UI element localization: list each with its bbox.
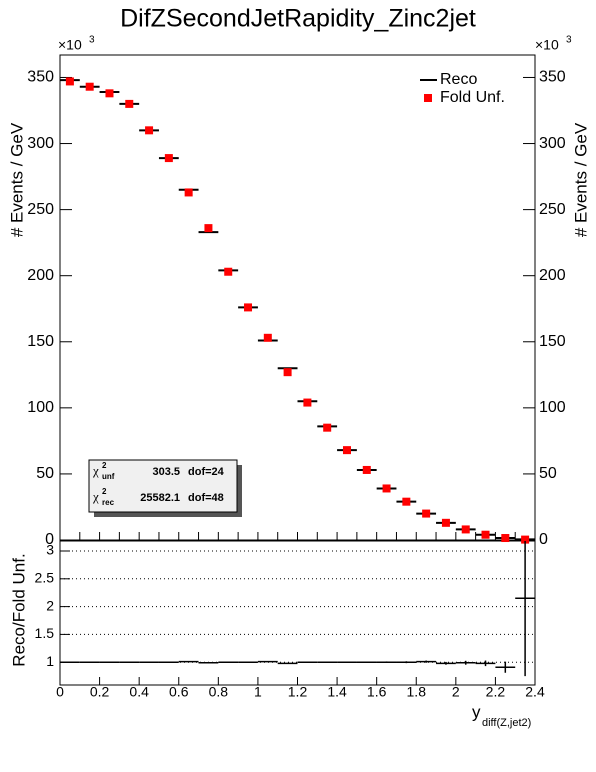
stats-symbol: χ (92, 463, 99, 478)
unf-marker (164, 154, 173, 163)
unf-marker (105, 89, 114, 98)
y-tick-label: 250 (27, 201, 54, 218)
stats-box (88, 459, 238, 513)
y-tick-label: 250 (539, 201, 566, 218)
x-tick-label: 1 (254, 684, 262, 700)
stats-power: 2 (102, 487, 107, 496)
unf-marker (283, 368, 292, 377)
unf-marker (204, 224, 213, 233)
stats-sub: unf (102, 472, 115, 481)
unf-marker (481, 530, 490, 539)
unf-marker (461, 525, 470, 534)
chart-title: DifZSecondJetRapidity_Zinc2jet (120, 5, 476, 33)
y-tick-label: 3 (46, 542, 54, 558)
y-tick-label: 100 (27, 399, 54, 416)
unf-marker (303, 398, 312, 407)
x-axis-label: y (472, 702, 481, 721)
y-tick-label: 300 (539, 135, 566, 152)
unf-marker (323, 423, 332, 432)
stats-value: 25582.1 (140, 492, 180, 504)
y-axis-label: # Events / GeV (571, 122, 590, 237)
legend-label: Reco (440, 71, 477, 88)
y-tick-label: 1.5 (35, 625, 55, 641)
y-tick-label: 2.5 (35, 570, 55, 586)
legend-label: Fold Unf. (440, 89, 505, 106)
stats-power: 2 (102, 461, 107, 470)
unf-marker (501, 534, 510, 543)
x-tick-label: 0.4 (129, 684, 149, 700)
y-tick-label: 100 (539, 399, 566, 416)
x-tick-label: 1.6 (367, 684, 387, 700)
y-axis-label: # Events / GeV (7, 122, 26, 237)
x-tick-label: 2.4 (525, 684, 545, 700)
x-tick-label: 1.8 (407, 684, 427, 700)
y-tick-label: 200 (27, 267, 54, 284)
x-tick-label: 2 (452, 684, 460, 700)
stats-dof: dof=24 (188, 466, 225, 478)
stats-value: 303.5 (152, 466, 180, 478)
unf-marker (521, 535, 530, 544)
unf-marker (125, 99, 134, 108)
y-tick-label: 50 (36, 465, 54, 482)
x-tick-label: 0.6 (169, 684, 189, 700)
unf-marker (263, 333, 272, 342)
unf-marker (422, 509, 431, 518)
unf-marker (402, 497, 411, 506)
unf-marker (65, 77, 74, 86)
y-tick-label: 300 (27, 135, 54, 152)
x-axis-label-sub: diff(Z,jet2) (482, 717, 531, 729)
multiplier: ×10 (535, 37, 559, 53)
x-tick-label: 1.2 (288, 684, 308, 700)
y-tick-label: 150 (27, 333, 54, 350)
x-tick-label: 0.8 (209, 684, 229, 700)
unf-marker (145, 126, 154, 135)
multiplier-exp: 3 (89, 35, 95, 46)
y-tick-label: 0 (45, 531, 54, 548)
y-tick-label: 200 (539, 267, 566, 284)
unf-marker (244, 303, 253, 312)
x-tick-label: 1.4 (327, 684, 347, 700)
y-tick-label: 0 (539, 531, 548, 548)
unf-marker (441, 518, 450, 527)
legend-marker (424, 94, 432, 102)
stats-sub: rec (102, 498, 115, 507)
y-tick-label: 2 (46, 597, 54, 613)
multiplier: ×10 (58, 37, 82, 53)
y-tick-label: 50 (539, 465, 557, 482)
unf-marker (342, 446, 351, 455)
stats-symbol: χ (92, 489, 99, 504)
y-tick-label: 1 (46, 653, 54, 669)
stats-dof: dof=48 (188, 492, 224, 504)
multiplier-exp: 3 (566, 35, 572, 46)
unf-marker (224, 267, 233, 276)
y-tick-label: 350 (539, 69, 566, 86)
unf-marker (362, 465, 371, 474)
x-tick-label: 2.2 (486, 684, 506, 700)
x-tick-label: 0 (56, 684, 64, 700)
unf-marker (184, 188, 193, 197)
unf-marker (85, 82, 94, 91)
ratio-y-label: Reco/Fold Unf. (9, 553, 28, 666)
x-tick-label: 0.2 (90, 684, 110, 700)
unf-marker (382, 484, 391, 493)
y-tick-label: 350 (27, 69, 54, 86)
y-tick-label: 150 (539, 333, 566, 350)
